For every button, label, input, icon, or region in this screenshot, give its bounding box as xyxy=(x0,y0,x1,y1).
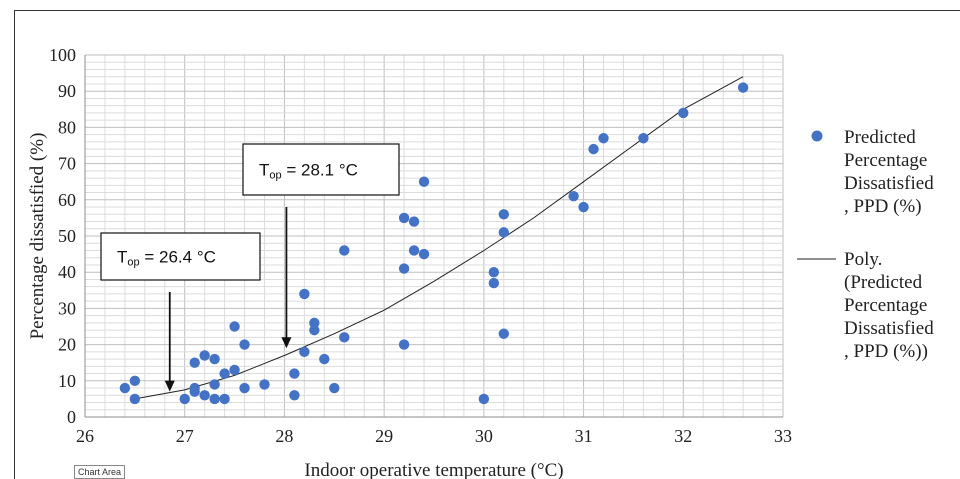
data-point xyxy=(737,82,749,93)
y-axis-title: Percentage dissatisfied (%) xyxy=(27,133,48,340)
data-point xyxy=(598,133,609,144)
callout-box xyxy=(100,232,261,281)
x-axis-title: Indoor operative temperature (°C) xyxy=(304,460,563,479)
data-point xyxy=(229,321,240,332)
data-point xyxy=(319,353,330,365)
annotations: Top = 26.4 °C Top = 28.1 °C xyxy=(100,143,400,392)
chart-area-tag: Chart Area xyxy=(74,465,126,479)
data-point xyxy=(189,386,200,397)
data-point xyxy=(229,364,240,376)
data-point xyxy=(498,209,509,220)
data-point xyxy=(398,339,410,350)
data-point xyxy=(678,107,689,119)
data-point xyxy=(199,390,210,401)
data-point xyxy=(119,382,131,394)
callout-arrow-head xyxy=(281,337,292,349)
data-point xyxy=(199,350,210,361)
x-tick-label: 32 xyxy=(674,426,692,446)
data-point xyxy=(239,382,250,394)
legend-label-line: Percentage xyxy=(844,295,927,316)
data-point xyxy=(488,277,500,289)
temperature-callout: Top = 28.1 °C xyxy=(242,143,400,349)
legend-label-line: (Predicted xyxy=(844,272,923,293)
data-point xyxy=(478,393,490,405)
data-point xyxy=(398,263,410,274)
y-tick-label: 80 xyxy=(58,117,76,137)
legend-label-line: , PPD (%) xyxy=(844,196,922,217)
data-point xyxy=(219,368,230,379)
trendline-layer xyxy=(134,76,744,400)
y-tick-label: 10 xyxy=(58,371,76,391)
data-point xyxy=(568,190,579,202)
data-point xyxy=(488,267,500,278)
legend-label-line: Predicted xyxy=(844,127,916,148)
x-tick-label: 26 xyxy=(76,426,94,446)
data-point xyxy=(309,317,320,329)
data-point xyxy=(289,390,300,401)
x-tick-label: 28 xyxy=(275,426,293,446)
data-point xyxy=(209,379,220,390)
data-point xyxy=(219,393,230,405)
data-point xyxy=(129,375,141,386)
data-point xyxy=(418,248,430,260)
trendline xyxy=(134,76,744,400)
data-point xyxy=(498,328,509,339)
legend-label-line: Percentage xyxy=(844,150,927,171)
data-point xyxy=(329,382,340,394)
temperature-callout: Top = 26.4 °C xyxy=(100,232,261,392)
y-tick-label: 70 xyxy=(58,154,76,174)
data-point xyxy=(408,216,420,227)
y-tick-label: 20 xyxy=(58,335,76,355)
data-point xyxy=(498,227,509,238)
data-point xyxy=(209,393,220,405)
callout-label: Top = 28.1 °C xyxy=(259,161,358,182)
y-tick-label: 90 xyxy=(58,81,76,101)
x-tick-label: 30 xyxy=(475,426,493,446)
legend-label-line: Poly. xyxy=(844,249,882,270)
x-tick-label: 27 xyxy=(176,426,194,446)
data-point xyxy=(259,379,270,390)
data-point xyxy=(418,176,430,187)
y-tick-label: 60 xyxy=(58,190,76,210)
points-layer xyxy=(119,82,749,405)
data-point xyxy=(299,346,310,358)
chart-area[interactable] xyxy=(14,10,960,479)
x-tick-label: 33 xyxy=(774,426,792,446)
legend-marker-point xyxy=(811,130,823,142)
data-point xyxy=(209,353,220,365)
data-point xyxy=(638,133,649,144)
data-point xyxy=(309,324,320,336)
x-tick-label: 31 xyxy=(575,426,593,446)
data-point xyxy=(189,357,200,368)
x-tick-label: 29 xyxy=(375,426,393,446)
y-tick-label: 100 xyxy=(49,45,76,65)
callout-arrow-head xyxy=(164,380,175,392)
legend-label-line: Dissatisfied xyxy=(844,318,934,339)
y-tick-label: 0 xyxy=(67,407,76,427)
data-point xyxy=(578,201,589,213)
data-point xyxy=(398,212,410,224)
y-tick-label: 40 xyxy=(58,262,76,282)
callout-box xyxy=(242,143,400,196)
data-point xyxy=(408,245,420,256)
axes: 26 27 28 29 30 31 32 33 0 10 20 30 40 50 60 70 80 90 100 xyxy=(49,45,792,446)
data-point xyxy=(239,339,250,350)
data-point xyxy=(339,245,350,256)
legend-label-line: Dissatisfied xyxy=(844,173,934,194)
data-point xyxy=(129,393,141,405)
callout-label: Top = 26.4 °C xyxy=(117,248,216,269)
data-point xyxy=(289,368,300,379)
data-point xyxy=(179,393,190,405)
legend-label-line: , PPD (%)) xyxy=(844,341,928,362)
y-tick-label: 30 xyxy=(58,298,76,318)
y-tick-label: 50 xyxy=(58,226,76,246)
data-point xyxy=(299,288,310,300)
data-point xyxy=(588,143,599,155)
data-point xyxy=(339,332,350,343)
